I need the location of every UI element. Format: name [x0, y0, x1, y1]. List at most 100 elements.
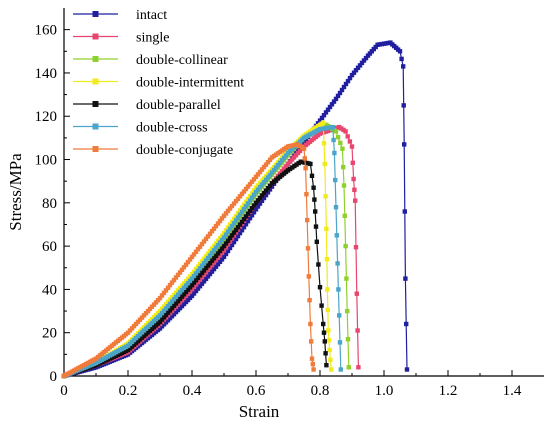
- y-tick-label: 0: [50, 369, 58, 385]
- legend-item-double-collinear: double-collinear: [73, 53, 228, 68]
- data-point: [203, 258, 209, 263]
- data-point: [181, 292, 187, 297]
- data-point: [175, 292, 181, 297]
- series-double-conjugate: [61, 142, 316, 379]
- data-point: [257, 201, 263, 206]
- data-point: [345, 134, 350, 139]
- data-point: [189, 254, 195, 260]
- y-tick-label: 20: [42, 326, 57, 342]
- data-point: [325, 107, 331, 112]
- data-point: [229, 223, 235, 229]
- data-point: [323, 351, 328, 356]
- data-point: [355, 65, 361, 70]
- data-point: [241, 206, 247, 212]
- data-point: [363, 55, 369, 61]
- data-point: [257, 169, 263, 175]
- legend-swatch-marker: [92, 33, 99, 40]
- data-point: [259, 182, 265, 187]
- x-axis-title: Strain: [239, 402, 280, 421]
- data-point: [241, 216, 247, 222]
- data-point: [321, 141, 327, 146]
- data-point: [157, 313, 163, 318]
- data-point: [233, 236, 239, 242]
- data-point: [337, 313, 342, 318]
- data-point: [159, 317, 165, 322]
- data-point: [261, 190, 267, 196]
- data-point: [304, 192, 309, 197]
- data-point: [321, 330, 327, 335]
- data-point: [225, 208, 231, 214]
- data-point: [239, 219, 245, 224]
- x-tick-label: 1.0: [375, 383, 394, 399]
- data-point: [181, 265, 187, 270]
- data-point: [353, 198, 358, 203]
- y-tick-label: 80: [42, 196, 57, 212]
- data-point: [239, 228, 245, 233]
- data-point: [325, 287, 330, 292]
- y-tick-label: 120: [35, 109, 58, 125]
- data-point: [321, 120, 326, 125]
- data-point: [239, 209, 245, 215]
- data-point: [235, 196, 241, 201]
- data-point: [217, 248, 223, 254]
- data-point: [213, 223, 219, 229]
- data-point: [338, 140, 343, 146]
- data-point: [350, 160, 355, 165]
- data-point: [205, 263, 211, 268]
- data-point: [159, 310, 165, 316]
- data-point: [279, 158, 285, 163]
- data-point: [265, 175, 271, 180]
- legend-item-double-intermittent: double-intermittent: [73, 76, 244, 91]
- data-point: [309, 356, 315, 361]
- y-tick-label: 160: [35, 23, 58, 39]
- data-point: [233, 199, 239, 204]
- data-point: [307, 298, 312, 303]
- data-point: [211, 248, 217, 253]
- data-point: [343, 243, 348, 249]
- data-point: [273, 165, 279, 170]
- data-point: [275, 163, 281, 168]
- data-point: [247, 182, 253, 187]
- data-point: [169, 299, 175, 304]
- legend-item-double-parallel: double-parallel: [73, 98, 221, 113]
- data-point: [173, 275, 179, 280]
- data-point: [179, 267, 185, 272]
- data-point: [171, 277, 177, 283]
- data-point: [237, 222, 243, 227]
- data-point: [233, 227, 239, 233]
- data-point: [165, 310, 171, 315]
- data-point: [219, 257, 225, 262]
- data-point: [209, 250, 215, 256]
- data-point: [129, 326, 135, 331]
- data-point: [219, 237, 225, 243]
- data-point: [261, 195, 267, 201]
- data-point: [187, 257, 193, 262]
- data-point: [185, 287, 191, 292]
- data-point: [303, 166, 308, 171]
- data-point: [265, 186, 271, 191]
- x-tick-label: 1.2: [439, 383, 458, 399]
- x-tick-label: 0.2: [119, 383, 138, 399]
- data-point: [161, 308, 167, 313]
- data-point: [339, 87, 345, 93]
- data-point: [397, 49, 403, 54]
- data-point: [213, 253, 219, 259]
- data-point: [327, 104, 333, 110]
- data-point: [319, 303, 324, 308]
- data-point: [325, 307, 330, 313]
- data-point: [193, 271, 199, 276]
- data-point: [205, 255, 211, 261]
- data-point: [179, 294, 185, 299]
- data-point: [324, 256, 330, 262]
- x-tick-label: 0.6: [247, 383, 266, 399]
- data-point: [221, 254, 227, 260]
- data-point: [271, 167, 277, 173]
- data-point: [335, 93, 341, 99]
- data-point: [344, 276, 349, 281]
- data-point: [215, 262, 221, 267]
- data-point: [335, 135, 341, 140]
- x-tick-label: 0: [60, 383, 68, 399]
- data-point: [335, 261, 340, 266]
- data-point: [177, 290, 183, 295]
- data-point: [251, 203, 257, 208]
